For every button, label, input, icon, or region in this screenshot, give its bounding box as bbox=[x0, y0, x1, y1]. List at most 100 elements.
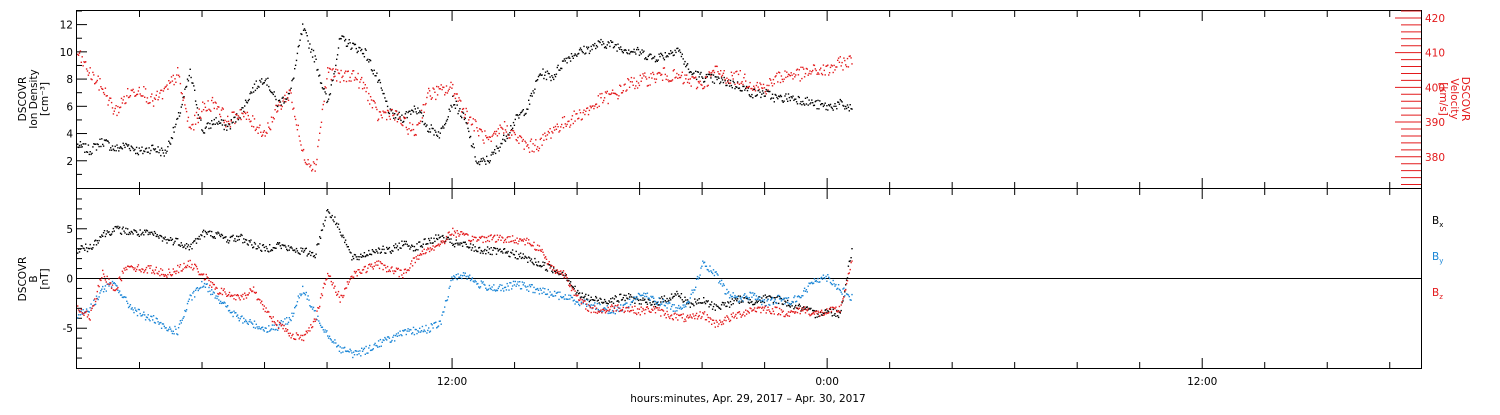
velocity-point bbox=[385, 111, 387, 114]
by-point bbox=[703, 261, 706, 263]
velocity-point bbox=[209, 109, 211, 111]
bz-point bbox=[711, 319, 714, 321]
velocity-point bbox=[517, 136, 519, 139]
density-point bbox=[152, 144, 154, 146]
bz-point bbox=[345, 287, 348, 289]
velocity-point bbox=[506, 125, 508, 127]
density-point bbox=[166, 150, 168, 152]
velocity-point bbox=[318, 139, 320, 141]
velocity-point bbox=[403, 116, 405, 118]
by-point bbox=[154, 322, 157, 324]
by-point bbox=[390, 341, 392, 343]
bx-point bbox=[774, 297, 776, 299]
bz-point bbox=[712, 319, 715, 321]
bx-point bbox=[546, 270, 549, 272]
velocity-point bbox=[120, 97, 123, 100]
bx-point bbox=[303, 249, 306, 252]
bx-point bbox=[241, 234, 243, 237]
by-point bbox=[130, 308, 132, 310]
bz-point bbox=[312, 320, 315, 323]
by-point bbox=[685, 305, 687, 308]
by-point bbox=[589, 305, 591, 308]
density-point bbox=[440, 127, 442, 130]
bx-point bbox=[356, 258, 358, 261]
by-point bbox=[737, 301, 740, 303]
bx-point bbox=[837, 316, 840, 319]
bx-point bbox=[391, 249, 393, 252]
density-point bbox=[628, 53, 631, 55]
velocity-point bbox=[77, 54, 80, 56]
density-point bbox=[187, 80, 190, 82]
bz-point bbox=[517, 243, 519, 245]
velocity-point bbox=[123, 95, 125, 98]
by-point bbox=[599, 303, 601, 306]
bx-point bbox=[776, 296, 778, 298]
density-point bbox=[352, 42, 355, 45]
velocity-point bbox=[553, 126, 555, 129]
velocity-point bbox=[709, 72, 711, 74]
bz-point bbox=[485, 241, 487, 243]
by-point bbox=[554, 295, 557, 297]
by-point bbox=[636, 295, 638, 298]
bz-point bbox=[376, 260, 378, 263]
density-point bbox=[619, 48, 621, 50]
bx-point bbox=[464, 241, 466, 243]
velocity-point bbox=[334, 75, 336, 77]
by-point bbox=[90, 303, 92, 305]
by-point bbox=[169, 326, 171, 328]
by-point bbox=[715, 271, 717, 273]
bx-point bbox=[172, 244, 174, 246]
bz-point bbox=[415, 256, 417, 258]
density-point bbox=[732, 80, 734, 82]
velocity-point bbox=[601, 92, 603, 95]
bz-point bbox=[132, 267, 134, 269]
velocity-point bbox=[176, 74, 178, 76]
density-point bbox=[822, 105, 825, 108]
by-point bbox=[702, 260, 704, 262]
bz-point bbox=[193, 267, 195, 270]
density-point bbox=[653, 55, 656, 58]
bz-point bbox=[267, 310, 269, 313]
velocity-point bbox=[191, 124, 193, 126]
density-point bbox=[462, 112, 465, 114]
bx-point bbox=[617, 300, 619, 302]
by-point bbox=[532, 291, 534, 294]
velocity-point bbox=[238, 117, 240, 119]
density-point bbox=[525, 112, 527, 115]
velocity-point bbox=[836, 66, 838, 68]
bx-point bbox=[177, 244, 180, 246]
bx-point bbox=[503, 248, 506, 250]
bx-point bbox=[153, 230, 156, 233]
density-point bbox=[219, 122, 222, 124]
bz-point bbox=[186, 264, 189, 267]
by-point bbox=[414, 328, 416, 331]
by-point bbox=[636, 298, 639, 300]
bx-point bbox=[705, 300, 708, 302]
density-point bbox=[745, 85, 748, 88]
velocity-point bbox=[578, 109, 581, 111]
bx-point bbox=[696, 299, 699, 301]
density-point bbox=[394, 113, 396, 115]
velocity-point bbox=[519, 135, 522, 138]
by-point bbox=[205, 283, 207, 285]
density-point bbox=[147, 151, 149, 153]
bz-point bbox=[347, 283, 349, 285]
by-point bbox=[809, 282, 811, 285]
bx-point bbox=[803, 306, 805, 308]
density-point bbox=[303, 28, 306, 30]
bz-point bbox=[269, 316, 272, 318]
bx-point bbox=[199, 238, 201, 240]
density-point bbox=[640, 53, 642, 55]
by-point bbox=[324, 329, 326, 331]
density-point bbox=[164, 149, 166, 151]
density-point bbox=[512, 121, 515, 124]
density-point bbox=[611, 41, 614, 43]
density-point bbox=[337, 47, 340, 49]
velocity-point bbox=[178, 76, 181, 78]
bz-point bbox=[120, 279, 123, 282]
density-point bbox=[620, 49, 623, 51]
bz-point bbox=[591, 307, 593, 309]
bx-point bbox=[348, 249, 350, 251]
bz-point bbox=[688, 316, 691, 318]
density-point bbox=[769, 90, 771, 93]
